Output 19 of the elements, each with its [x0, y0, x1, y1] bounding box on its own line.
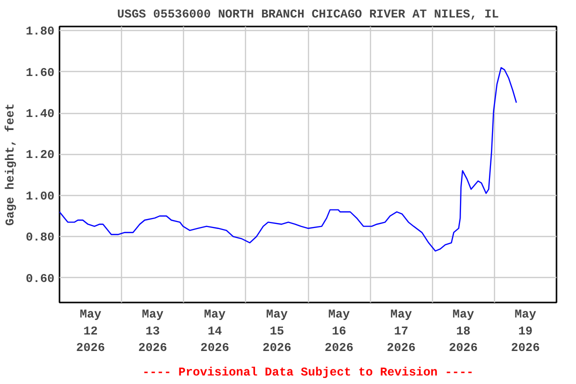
- y-tick-label: 1.40: [26, 107, 55, 122]
- y-tick-label: 0.80: [26, 230, 55, 245]
- x-tick-label: May 18 2026: [448, 308, 478, 356]
- x-tick-label: May 15 2026: [262, 308, 292, 356]
- x-tick-label: May 12 2026: [76, 308, 105, 356]
- y-axis-title: Gage height, feet: [4, 103, 18, 226]
- y-tick-label: 1.80: [26, 24, 55, 39]
- line-series: [60, 67, 517, 252]
- x-tick-label: May 13 2026: [138, 308, 168, 356]
- x-tick-label: May 14 2026: [200, 308, 230, 356]
- text: ---- Provisional Data Subject to Revision ----: [142, 366, 474, 380]
- y-tick-label: 1.00: [26, 189, 55, 204]
- x-tick-label: May 17 2026: [386, 308, 416, 356]
- x-tick-label: May 16 2026: [324, 308, 354, 356]
- x-tick-label: May 19 2026: [511, 308, 540, 356]
- y-tick-label: 1.20: [26, 148, 55, 162]
- y-tick-label: 1.60: [26, 66, 55, 80]
- chart-title: USGS 05536000 NORTH BRANCH CHICAGO RIVER AT NILES, IL: [117, 8, 499, 22]
- y-tick-label: 0.60: [26, 272, 55, 286]
